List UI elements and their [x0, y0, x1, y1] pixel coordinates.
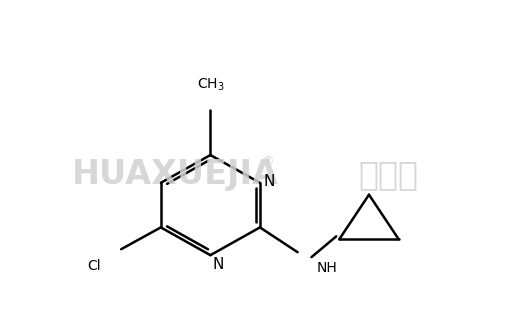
- Text: 化学加: 化学加: [358, 158, 418, 191]
- Text: N: N: [212, 257, 223, 272]
- Text: ®: ®: [261, 156, 274, 169]
- Text: Cl: Cl: [87, 259, 101, 273]
- Text: N: N: [264, 174, 275, 189]
- Text: HUAXUEJIA: HUAXUEJIA: [72, 158, 279, 191]
- Text: NH: NH: [316, 261, 336, 275]
- Text: CH$_3$: CH$_3$: [196, 76, 224, 92]
